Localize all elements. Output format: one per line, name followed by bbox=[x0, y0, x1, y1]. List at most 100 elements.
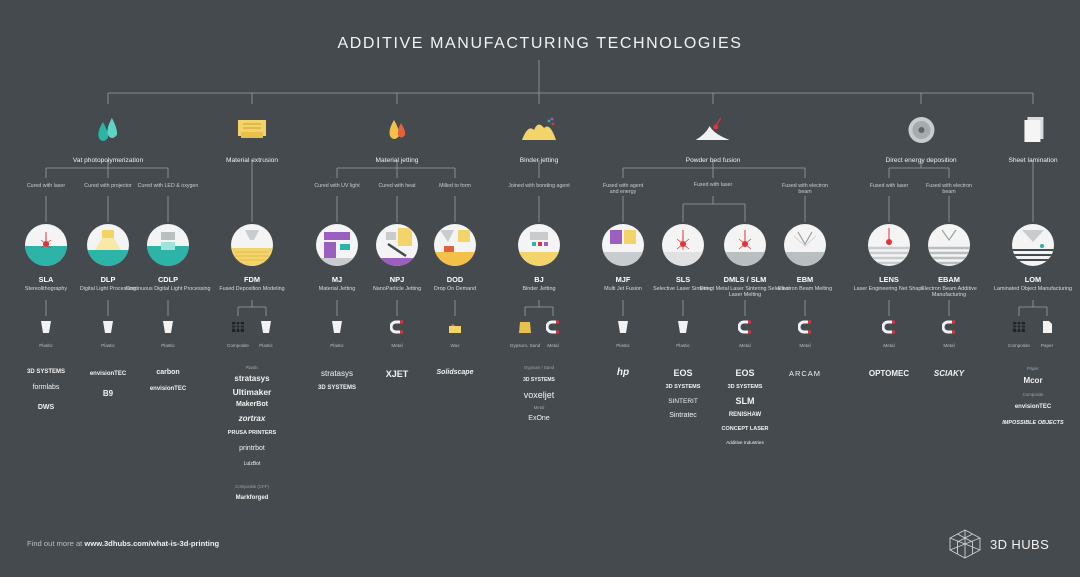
brand-caption: Plastic bbox=[245, 365, 259, 370]
tech-full-name: Continuous Digital Light Processing bbox=[125, 286, 211, 292]
tech-cdlp: CDLP Continuous Digital Light Processing bbox=[123, 224, 213, 292]
brand-logo: 3D SYSTEMS bbox=[26, 369, 66, 375]
tech-full-name: Laminated Object Manufacturing bbox=[994, 286, 1072, 292]
tech-full-name: Electron Beam Additive Manufacturing bbox=[921, 286, 977, 299]
cup-icon bbox=[103, 321, 113, 333]
cup-icon bbox=[678, 321, 688, 333]
brand-caption: Composite (CFF) bbox=[235, 484, 269, 489]
brand-logo: EOS bbox=[735, 368, 755, 378]
dlp-illustration bbox=[87, 224, 129, 266]
cup-icon bbox=[163, 321, 173, 333]
brand-logo: RENISHAW bbox=[728, 412, 762, 418]
brand-logo: envisionTEC bbox=[1014, 404, 1052, 410]
category-sheet-lamination: Sheet lamination bbox=[1008, 114, 1058, 164]
material-metal: Metal bbox=[869, 320, 909, 348]
tech-dlp: DLP Digital Light Processing bbox=[63, 224, 153, 292]
process-note: Cured with LED & oxygen bbox=[137, 183, 199, 189]
brand-logo: formlabs bbox=[32, 384, 60, 391]
brand-logo: SLM bbox=[735, 396, 755, 406]
ebam-illustration bbox=[928, 224, 970, 266]
brand-logo: hp bbox=[616, 367, 630, 378]
brand-caption: Gypsum / Sand bbox=[523, 365, 555, 370]
magnet-icon bbox=[797, 320, 811, 334]
footer-link[interactable]: www.3dhubs.com/what-is-3d-printing bbox=[84, 539, 220, 548]
brand-logo: SINTERIT bbox=[668, 398, 698, 405]
tech-abbr: SLS bbox=[675, 275, 691, 284]
material-metal: Metal bbox=[929, 320, 969, 348]
process-note: Fused with agent and energy bbox=[602, 183, 644, 195]
brand-logo: Solidscape bbox=[436, 369, 474, 376]
tech-full-name: Direct Metal Laser Sintering Selective L… bbox=[700, 286, 790, 299]
tech-full-name: Electron Beam Melting bbox=[777, 286, 833, 292]
mj-illustration bbox=[316, 224, 358, 266]
brand-logo: carbon bbox=[156, 369, 180, 376]
process-note: Fused with electron beam bbox=[782, 183, 828, 195]
paper-icon bbox=[1043, 321, 1052, 333]
tech-npj: NPJ NanoParticle Jetting bbox=[352, 224, 442, 292]
material-metal: Metal bbox=[725, 320, 765, 348]
3dhubs-logo-icon bbox=[949, 529, 981, 559]
brand-logo: PRUSA PRINTERS bbox=[227, 430, 277, 436]
tech-abbr: FDM bbox=[243, 275, 260, 284]
material-composite: Composite bbox=[218, 320, 258, 348]
tech-full-name: Stereolithography bbox=[24, 286, 68, 292]
tech-ebam: EBAM Electron Beam Additive Manufacturin… bbox=[904, 224, 994, 298]
brand-logo: EOS bbox=[673, 368, 693, 378]
composite-icon bbox=[1013, 322, 1025, 332]
powder-laser-icon bbox=[696, 117, 730, 140]
category-powder-bed-fusion: Powder bed fusion bbox=[686, 114, 740, 164]
paper-sheets-icon bbox=[1024, 117, 1043, 142]
brand-logo: stratasys bbox=[234, 374, 270, 383]
category-label: Binder jetting bbox=[519, 157, 559, 164]
category-binder-jetting: Binder jetting bbox=[516, 114, 562, 164]
brand-logo: envisionTEC bbox=[89, 371, 127, 377]
brand-logo: envisionTEC bbox=[149, 386, 187, 392]
footer-prefix: Find out more at bbox=[27, 539, 85, 548]
magnet-icon bbox=[389, 320, 403, 334]
resin-drops-icon bbox=[98, 118, 118, 141]
cdlp-illustration bbox=[147, 224, 189, 266]
cup-icon bbox=[41, 321, 51, 333]
tech-full-name: Binder Jetting bbox=[522, 286, 556, 292]
process-note: Fused with laser bbox=[869, 183, 909, 189]
magnet-icon bbox=[941, 320, 955, 334]
brand-caption: Paper bbox=[1027, 366, 1039, 371]
process-note: Fused with electron beam bbox=[926, 183, 972, 195]
brand-logo: ARCAM bbox=[788, 369, 822, 378]
category-vat-photopolymerization: Vat photopolymerization bbox=[73, 114, 143, 164]
mjf-illustration bbox=[602, 224, 644, 266]
brand-logo: MakerBot bbox=[236, 401, 268, 408]
tech-abbr: NPJ bbox=[389, 275, 405, 284]
brand-caption: Composite bbox=[1022, 392, 1044, 397]
tech-abbr: DOD bbox=[446, 275, 464, 284]
brand-logo: voxeljet bbox=[523, 390, 555, 400]
lens-illustration bbox=[868, 224, 910, 266]
brand-logo: printrbot bbox=[239, 445, 265, 452]
process-note: Cured with laser bbox=[26, 183, 66, 189]
brand-logo: 3D SYSTEMS bbox=[665, 384, 701, 390]
tech-abbr: MJ bbox=[331, 275, 343, 284]
magnet-icon bbox=[737, 320, 751, 334]
process-note: Cured with heat bbox=[378, 183, 416, 189]
tech-bj: BJ Binder Jetting bbox=[494, 224, 584, 292]
tech-abbr: DLP bbox=[100, 275, 116, 284]
tech-abbr: SLA bbox=[38, 275, 54, 284]
process-note: Cured with projector bbox=[84, 183, 132, 189]
page-title: ADDITIVE MANUFACTURING TECHNOLOGIES bbox=[337, 35, 743, 52]
tech-abbr: DMLS / SLM bbox=[723, 275, 767, 284]
tech-fdm: FDM Fused Deposition Modeling bbox=[207, 224, 297, 292]
material-composite: Composite bbox=[999, 320, 1039, 348]
dmls-slm-illustration bbox=[724, 224, 766, 266]
npj-illustration bbox=[376, 224, 418, 266]
bj-illustration bbox=[518, 224, 560, 266]
tech-lom: LOM Laminated Object Manufacturing bbox=[988, 224, 1078, 292]
process-note: Fused with laser bbox=[693, 182, 733, 188]
brand-caption: Metal bbox=[533, 405, 545, 410]
tech-full-name: Selective Laser Sintering bbox=[653, 286, 713, 292]
category-material-jetting: Material jetting bbox=[374, 114, 420, 164]
brand-logo: DWS bbox=[37, 404, 55, 411]
brand-logo: Ultimaker bbox=[232, 387, 272, 397]
tech-mj: MJ Material Jetting bbox=[292, 224, 382, 292]
brand-logo: Additive Industries bbox=[726, 440, 764, 445]
material-paper: Paper bbox=[1027, 320, 1067, 348]
